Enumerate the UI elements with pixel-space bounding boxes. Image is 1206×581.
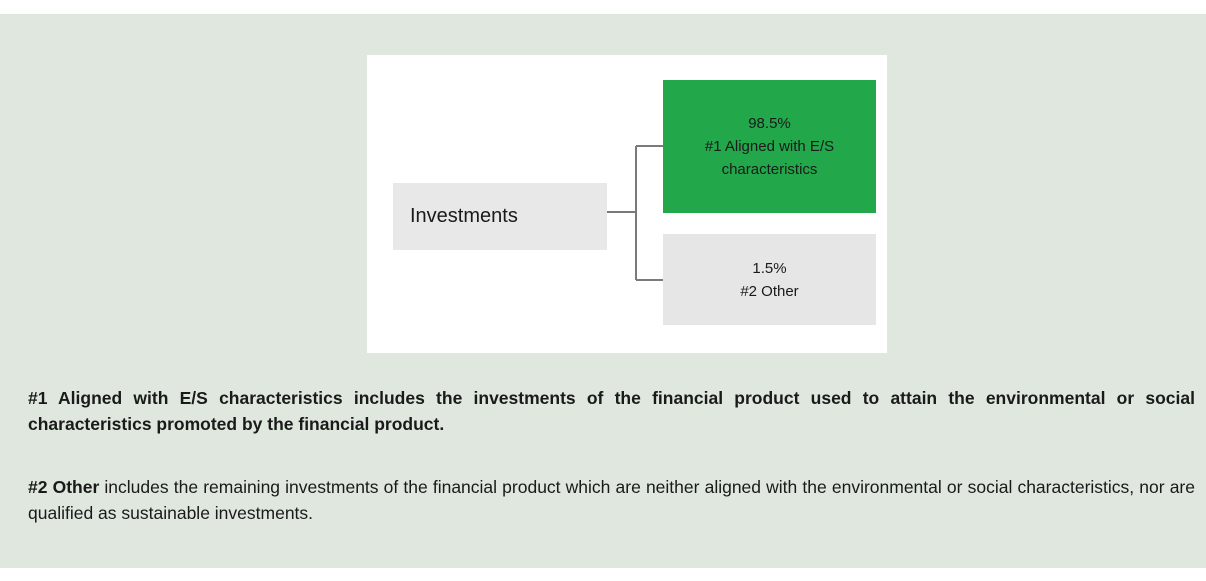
branch-value: 98.5%	[748, 115, 791, 132]
note-bold: #1 Aligned with E/S characteristics incl…	[28, 388, 1195, 434]
branch-node: 1.5% #2 Other	[663, 234, 876, 325]
note-text: includes the remaining investments of th…	[28, 477, 1195, 523]
branch-label: #2 Other	[740, 282, 799, 300]
root-label: Investments	[410, 205, 518, 227]
note: #1 Aligned with E/S characteristics incl…	[28, 385, 1195, 437]
branch-node: 98.5% #1 Aligned with E/S characteristic…	[663, 80, 876, 213]
note: #2 Other includes the remaining investme…	[28, 474, 1195, 526]
root-node: Investments	[393, 183, 607, 250]
branch-label: #1 Aligned with E/S characteristics	[704, 138, 835, 178]
note-bold: #2 Other	[28, 477, 100, 497]
branch-value: 1.5%	[752, 259, 787, 277]
